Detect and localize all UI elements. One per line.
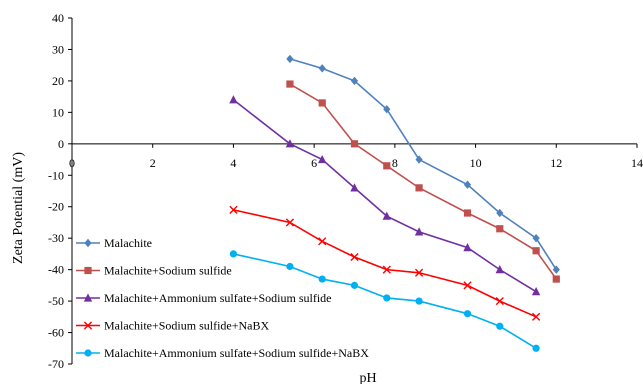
- series-2-point: [383, 162, 391, 170]
- series-line-3: [232, 99, 537, 293]
- x-tick-label: 6: [311, 156, 317, 170]
- series-5-point: [463, 310, 472, 318]
- y-tick-label: 20: [52, 74, 64, 88]
- y-tick-label: -40: [48, 263, 64, 277]
- series-1-point: [383, 105, 391, 114]
- series-4-point-stroke: [495, 296, 504, 306]
- series-5-point: [318, 275, 326, 283]
- legend-item-5: Malachite+Ammonium sulfate+Sodium sulfid…: [76, 346, 369, 360]
- series-1-point: [496, 208, 504, 218]
- x-tick-label: 0: [69, 156, 75, 170]
- y-tick-label: -30: [48, 231, 64, 245]
- series-4-point-stroke: [382, 265, 391, 274]
- series-5-point: [286, 262, 294, 271]
- legend-item-1: Malachite: [76, 236, 152, 250]
- y-tick-label: -70: [48, 357, 64, 371]
- series-1-point: [350, 76, 359, 86]
- axes: 40 30 20 10 0 -10 -20 -30 -40 -50 -60 -70 0 2 4 6 8 10 12 1…: [48, 11, 643, 371]
- y-tick-label: 30: [52, 42, 64, 56]
- series-2-point: [350, 140, 359, 148]
- series-3-point: [318, 154, 327, 164]
- x-tick-label: 8: [392, 156, 398, 170]
- legend-label: Malachite+Ammonium sulfate+Sodium sulfid…: [104, 346, 369, 360]
- y-tick-label: 10: [52, 105, 64, 119]
- series-2-point: [415, 184, 423, 192]
- series-1-point: [415, 155, 423, 164]
- y-axis-title: Zeta Potential (mV): [11, 152, 26, 264]
- series-4-point-stroke: [318, 237, 327, 246]
- series-5-point: [229, 250, 238, 258]
- legend-item-2: Malachite+Sodium sulfide: [76, 264, 232, 278]
- legend-swatch-marker: [83, 293, 93, 302]
- series-1-point: [463, 180, 472, 189]
- series-5-point: [532, 344, 540, 352]
- series-3-point: [382, 211, 391, 220]
- legend-item-3: Malachite+Ammonium sulfate+Sodium sulfid…: [76, 291, 332, 305]
- series-4-point-stroke: [532, 312, 541, 321]
- x-tick-label: 14: [631, 156, 643, 170]
- legend-label: Malachite+Sodium sulfide+NaBX: [104, 319, 270, 333]
- legend-swatch-marker-stroke: [83, 321, 93, 330]
- series-4-point: [229, 205, 238, 214]
- legend: Malachite Malachite+Sodium sulfide Malachi…: [76, 236, 369, 360]
- series-3-point: [414, 227, 424, 236]
- series-4-point: [414, 268, 424, 277]
- legend-label: Malachite+Sodium sulfide: [104, 264, 232, 278]
- series-3-point: [229, 95, 238, 104]
- series-2-point: [318, 99, 326, 107]
- series-4-point-stroke: [285, 218, 295, 227]
- series-2-point: [286, 80, 294, 88]
- series-4-point: [382, 265, 391, 274]
- series-3-point: [285, 139, 295, 148]
- legend-swatch-marker: [84, 238, 92, 248]
- series-4-point: [463, 281, 472, 290]
- x-tick-label: 10: [470, 156, 482, 170]
- legend-swatch-marker: [83, 321, 93, 330]
- series-markers: [229, 54, 560, 352]
- y-tick-label: 0: [58, 137, 64, 151]
- series-3-point: [350, 183, 359, 192]
- x-axis-title: pH: [359, 371, 376, 384]
- legend-label: Malachite+Ammonium sulfate+Sodium sulfid…: [104, 291, 332, 305]
- y-tick-label: -10: [48, 168, 64, 182]
- x-tick-label: 4: [230, 156, 236, 170]
- series-4-point: [285, 218, 295, 227]
- series-2-point: [496, 225, 504, 233]
- legend-label: Malachite: [104, 236, 152, 250]
- series-1-point: [286, 54, 294, 64]
- series-1-point: [318, 64, 326, 73]
- series-line-2: [289, 83, 557, 280]
- series-5-point: [496, 322, 504, 330]
- y-tick-label: -60: [48, 326, 64, 340]
- series-1-point: [532, 233, 540, 243]
- series-3-point: [495, 265, 504, 274]
- legend-swatch-marker: [84, 349, 92, 357]
- series-4-point-stroke: [414, 268, 424, 277]
- series-4-point: [350, 252, 359, 262]
- y-tick-label: 40: [52, 11, 64, 25]
- series-2-point: [532, 247, 540, 255]
- legend-item-4: Malachite+Sodium sulfide+NaBX: [76, 319, 270, 333]
- series-4-point: [532, 312, 541, 321]
- series-4-point-stroke: [229, 205, 238, 214]
- series-2-point: [552, 275, 560, 283]
- series-5-point: [415, 297, 423, 305]
- series-4-point: [318, 237, 327, 246]
- legend-swatch-marker: [84, 266, 92, 275]
- y-tick-label: -20: [48, 200, 64, 214]
- series-4-point: [495, 296, 504, 306]
- series-3-point: [463, 243, 472, 252]
- series-1-point: [552, 265, 560, 274]
- series-4-point-stroke: [463, 281, 472, 290]
- series-5-point: [350, 281, 359, 289]
- series-3-point: [531, 287, 541, 296]
- x-tick-label: 12: [550, 156, 562, 170]
- y-tick-label: -50: [48, 294, 64, 308]
- series-5-point: [383, 294, 391, 302]
- x-tick-label: 2: [150, 156, 156, 170]
- series-4-point-stroke: [350, 252, 359, 262]
- series-2-point: [463, 209, 472, 217]
